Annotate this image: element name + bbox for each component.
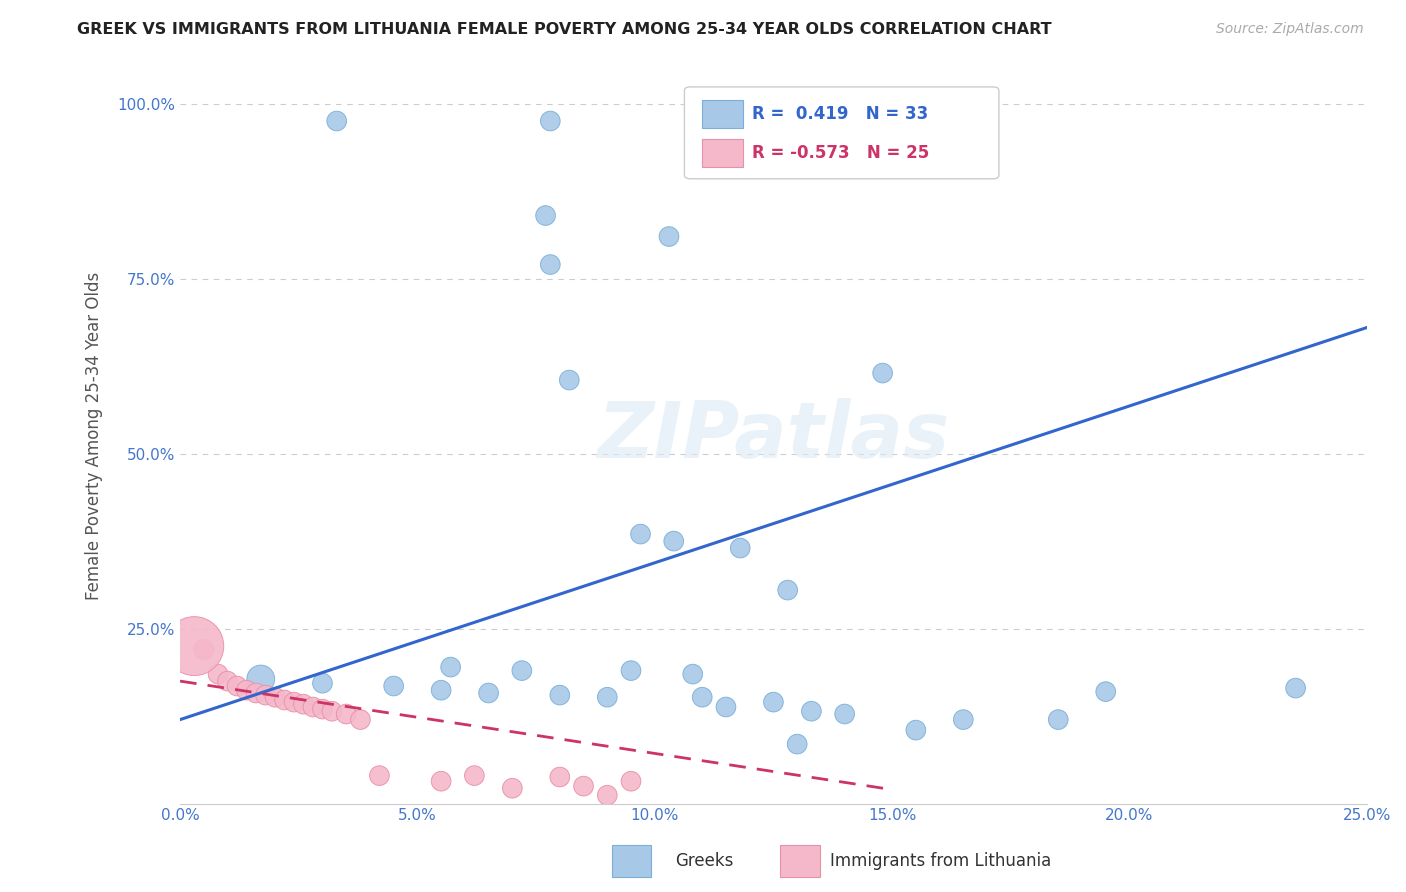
Point <box>292 697 315 711</box>
Point <box>534 209 557 223</box>
Point <box>620 664 643 678</box>
Point <box>335 706 357 721</box>
Point <box>630 527 652 541</box>
Point <box>1094 684 1116 698</box>
Point <box>548 688 571 702</box>
Point <box>952 713 974 727</box>
Point <box>904 723 927 738</box>
Point <box>311 676 333 690</box>
Point <box>682 667 704 681</box>
Point <box>800 704 823 718</box>
Point <box>217 674 239 689</box>
FancyBboxPatch shape <box>685 87 998 178</box>
Point <box>302 700 325 714</box>
Point <box>254 688 277 702</box>
Point <box>572 779 595 793</box>
Point <box>478 686 501 700</box>
Point <box>786 737 808 751</box>
Point <box>501 781 523 796</box>
Point <box>762 695 785 709</box>
Point <box>382 679 405 693</box>
Point <box>776 583 799 598</box>
Point <box>249 672 271 686</box>
Point <box>690 690 713 705</box>
Point <box>349 713 371 727</box>
Point <box>264 690 287 705</box>
Point <box>311 702 333 716</box>
Text: Immigrants from Lithuania: Immigrants from Lithuania <box>830 852 1050 870</box>
Point <box>245 686 267 700</box>
Point <box>430 683 453 698</box>
Point <box>662 534 685 549</box>
Point <box>325 114 347 128</box>
Point <box>430 774 453 789</box>
Point <box>714 700 737 714</box>
Point <box>193 642 215 657</box>
Point <box>510 664 533 678</box>
Point <box>226 679 249 693</box>
Point <box>1284 681 1306 695</box>
Text: GREEK VS IMMIGRANTS FROM LITHUANIA FEMALE POVERTY AMONG 25-34 YEAR OLDS CORRELAT: GREEK VS IMMIGRANTS FROM LITHUANIA FEMAL… <box>77 22 1052 37</box>
Point <box>596 788 619 802</box>
Bar <box>702 139 742 167</box>
Point <box>1047 713 1070 727</box>
Point <box>834 706 856 721</box>
Point <box>620 774 643 789</box>
Text: ZIPatlas: ZIPatlas <box>598 398 949 474</box>
Text: Greeks: Greeks <box>675 852 734 870</box>
Point <box>283 695 305 709</box>
Point <box>558 373 581 387</box>
Point <box>273 693 295 707</box>
Point <box>728 541 751 555</box>
Text: R = -0.573   N = 25: R = -0.573 N = 25 <box>752 144 929 162</box>
Point <box>440 660 463 674</box>
Bar <box>702 100 742 128</box>
Y-axis label: Female Poverty Among 25-34 Year Olds: Female Poverty Among 25-34 Year Olds <box>86 272 103 600</box>
Point <box>207 667 229 681</box>
Point <box>321 704 343 718</box>
Point <box>872 366 894 380</box>
Text: Source: ZipAtlas.com: Source: ZipAtlas.com <box>1216 22 1364 37</box>
Point <box>538 258 561 272</box>
Point <box>183 639 205 653</box>
Point <box>596 690 619 705</box>
Point <box>548 770 571 784</box>
Point <box>463 769 485 783</box>
Point <box>538 114 561 128</box>
Point <box>368 769 391 783</box>
Point <box>235 683 257 698</box>
Point <box>658 229 681 244</box>
Text: R =  0.419   N = 33: R = 0.419 N = 33 <box>752 105 928 123</box>
